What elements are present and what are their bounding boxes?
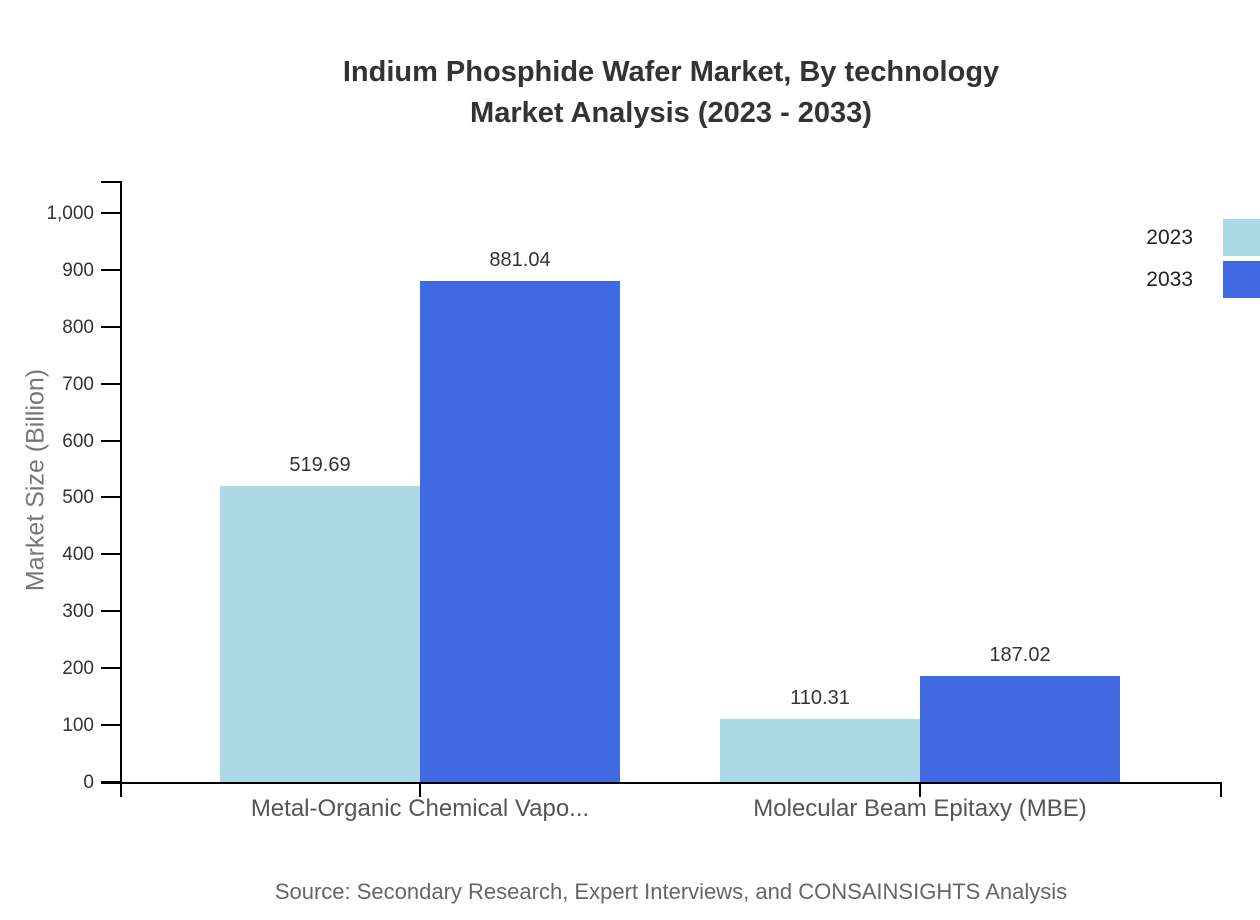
y-axis-tick-mark bbox=[101, 724, 120, 727]
x-axis-category-label: Metal-Organic Chemical Vapo... bbox=[250, 795, 590, 822]
x-axis-tick-mark bbox=[419, 782, 421, 797]
y-axis-tick-mark bbox=[101, 781, 120, 783]
y-axis-tick-label: 600 bbox=[62, 430, 94, 452]
y-axis-tick-label: 900 bbox=[62, 259, 94, 281]
y-axis-tick-mark bbox=[101, 610, 120, 613]
y-axis-tick-mark bbox=[101, 325, 120, 328]
x-axis-line bbox=[120, 782, 1222, 784]
x-axis-category-label: Molecular Beam Epitaxy (MBE) bbox=[753, 795, 1087, 822]
bar-value-label: 519.69 bbox=[289, 454, 351, 477]
y-axis-tick-label: 700 bbox=[62, 373, 94, 395]
x-axis-right-cap bbox=[1220, 782, 1222, 797]
source-note: Source: Secondary Research, Expert Inter… bbox=[274, 879, 1068, 904]
y-axis-tick-mark bbox=[101, 382, 120, 385]
y-axis-tick-label: 200 bbox=[62, 658, 94, 680]
chart-title-line1: Indium Phosphide Wafer Market, By techno… bbox=[342, 56, 1000, 88]
bar-2033-category-2 bbox=[920, 675, 1120, 782]
x-axis-tick-mark bbox=[919, 782, 921, 797]
bar-2023-category-1 bbox=[220, 486, 420, 782]
y-axis-tick-label: 500 bbox=[62, 487, 94, 509]
bar-value-label: 187.02 bbox=[989, 643, 1051, 666]
legend-item-2033: 2033 bbox=[1146, 261, 1260, 298]
y-axis-top-cap bbox=[101, 181, 120, 183]
y-axis-tick-label: 400 bbox=[62, 544, 94, 566]
y-axis-bottom-cap bbox=[101, 782, 120, 784]
chart-title-line2: Market Analysis (2023 - 2033) bbox=[470, 97, 872, 129]
bar-2033-category-1 bbox=[420, 280, 620, 782]
y-axis-tick-label: 300 bbox=[62, 601, 94, 623]
bar-value-label: 881.04 bbox=[489, 248, 551, 271]
legend-swatch bbox=[1223, 261, 1260, 298]
y-axis-tick-mark bbox=[101, 496, 120, 499]
x-axis-left-cap bbox=[120, 782, 122, 797]
chart-title: Indium Phosphide Wafer Market, By techno… bbox=[120, 52, 1222, 134]
y-axis-tick-mark bbox=[101, 553, 120, 556]
bar-value-label: 110.31 bbox=[790, 687, 850, 710]
y-axis-tick-label: 800 bbox=[62, 316, 94, 338]
legend-label: 2023 bbox=[1146, 225, 1193, 249]
legend-label: 2033 bbox=[1146, 267, 1193, 291]
legend-item-2023: 2023 bbox=[1146, 219, 1260, 256]
y-axis-tick-label: 0 bbox=[83, 772, 94, 793]
y-axis-line bbox=[120, 181, 122, 784]
y-axis-tick-label: 1,000 bbox=[46, 202, 94, 224]
bar-2023-category-2 bbox=[720, 719, 920, 782]
legend-swatch bbox=[1223, 219, 1260, 256]
y-axis-tick-mark bbox=[101, 439, 120, 442]
y-axis-tick-mark bbox=[101, 268, 120, 271]
y-axis-tick-mark bbox=[101, 667, 120, 670]
y-axis-tick-label: 100 bbox=[62, 715, 94, 737]
y-axis-tick-mark bbox=[101, 211, 120, 214]
legend: 2023 2033 bbox=[1146, 219, 1260, 298]
plot-area: 0 100 200 300 400 500 600 700 800 900 1,000 519.69 8… bbox=[46, 181, 1222, 822]
